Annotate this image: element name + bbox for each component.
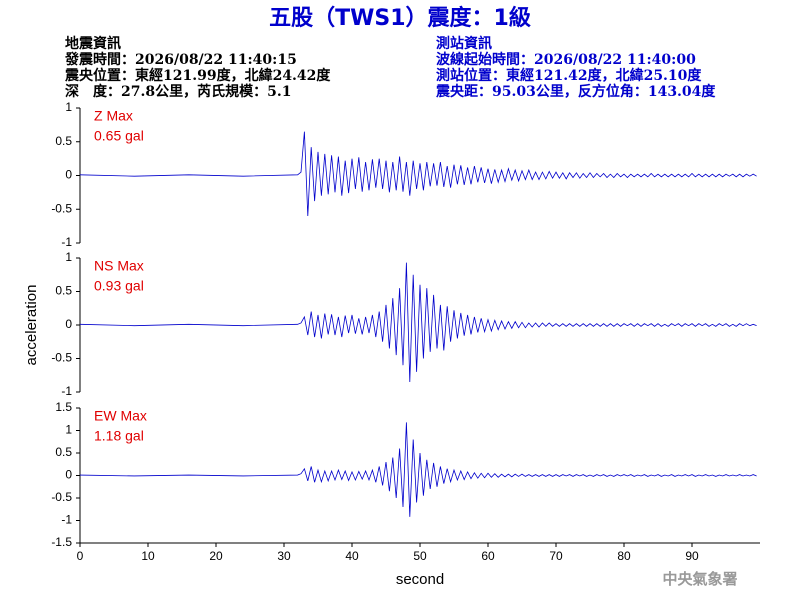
annotation: 0.93 gal xyxy=(94,278,144,294)
x-tick-label: 80 xyxy=(617,549,631,563)
x-tick-label: 0 xyxy=(77,549,84,563)
y-tick-label: -1 xyxy=(61,235,72,249)
y-axis-label: acceleration xyxy=(23,285,40,366)
annotation: 1.18 gal xyxy=(94,428,144,444)
info-line: 波線起始時間：2026/08/22 11:40:00 xyxy=(436,51,696,68)
info-line: 地震資訊 xyxy=(65,35,121,52)
y-tick-label: 1 xyxy=(65,423,72,437)
info-line: 測站位置：東經121.42度，北緯25.10度 xyxy=(436,67,702,84)
waveform xyxy=(79,131,757,217)
y-tick-label: 1 xyxy=(65,250,72,264)
x-tick-label: 20 xyxy=(209,549,223,563)
info-line: 震央位置：東經121.99度，北緯24.42度 xyxy=(64,67,331,84)
y-tick-label: 0 xyxy=(65,168,72,182)
x-tick-label: 40 xyxy=(345,549,359,563)
y-tick-label: 0 xyxy=(65,468,72,482)
x-tick-label: 10 xyxy=(141,549,155,563)
x-tick-label: 30 xyxy=(277,549,291,563)
y-tick-label: 0 xyxy=(65,317,72,331)
x-tick-label: 70 xyxy=(549,549,563,563)
info-line: 測站資訊 xyxy=(436,35,492,52)
info-line: 發震時間：2026/08/22 11:40:15 xyxy=(64,51,297,68)
x-tick-label: 50 xyxy=(413,549,427,563)
y-tick-label: 1 xyxy=(65,100,72,114)
x-axis-label: second xyxy=(396,571,444,588)
annotation: Z Max xyxy=(94,108,133,124)
waveform xyxy=(79,422,757,517)
y-tick-label: -1 xyxy=(61,513,72,527)
y-tick-label: -0.5 xyxy=(51,201,72,215)
y-tick-label: -1 xyxy=(61,384,72,398)
y-tick-label: -0.5 xyxy=(51,351,72,365)
annotation: 0.65 gal xyxy=(94,128,144,144)
info-line: 深 度：27.8公里，芮氏規模：5.1 xyxy=(65,83,291,100)
y-tick-label: -1.5 xyxy=(51,535,72,549)
y-tick-label: 0.5 xyxy=(55,445,72,459)
x-tick-label: 60 xyxy=(481,549,495,563)
x-tick-label: 90 xyxy=(685,549,699,563)
waveform xyxy=(79,262,757,382)
info-line: 震央距：95.03公里，反方位角：143.04度 xyxy=(435,83,716,100)
y-tick-label: 1.5 xyxy=(55,400,72,414)
title: 五股（TWS1）震度：1級 xyxy=(269,5,531,31)
annotation: EW Max xyxy=(94,408,147,424)
annotation: NS Max xyxy=(94,258,144,274)
y-tick-label: 0.5 xyxy=(55,134,72,148)
footer: 中央氣象署 xyxy=(662,570,737,588)
y-tick-label: 0.5 xyxy=(55,284,72,298)
y-tick-label: -0.5 xyxy=(51,490,72,504)
